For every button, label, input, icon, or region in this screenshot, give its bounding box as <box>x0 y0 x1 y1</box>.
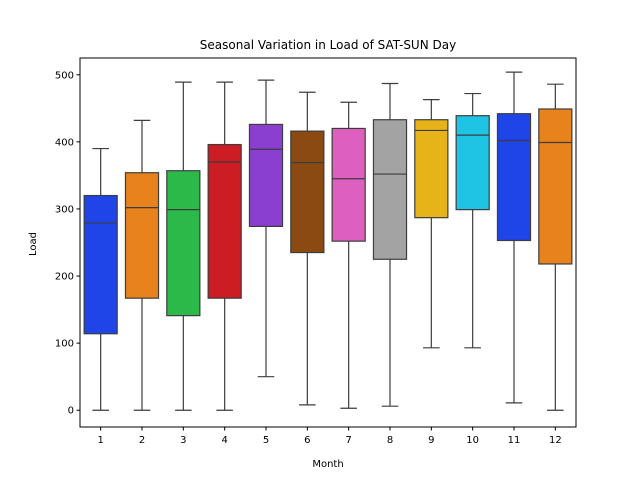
box-month-9 <box>414 119 449 219</box>
box-month-1 <box>83 194 118 335</box>
x-tick-label: 10 <box>466 435 479 446</box>
box-month-10 <box>455 115 490 211</box>
x-tick-label: 11 <box>508 435 521 446</box>
box-month-6 <box>290 130 325 254</box>
x-tick-label: 4 <box>221 435 227 446</box>
axes-frame <box>79 57 577 428</box>
y-tick-label: 500 <box>55 70 74 81</box>
y-tick-label: 300 <box>55 204 74 215</box>
y-tick-label: 0 <box>68 406 74 417</box>
x-tick-label: 7 <box>345 435 351 446</box>
x-axis-title: Month <box>312 459 343 470</box>
box-month-3 <box>166 170 201 317</box>
box-month-12 <box>538 108 573 265</box>
box-month-8 <box>372 119 408 260</box>
y-axis-title: Load <box>28 232 39 256</box>
box-month-5 <box>248 123 284 227</box>
x-tick-label: 9 <box>428 435 434 446</box>
box-month-4 <box>207 143 242 299</box>
box-month-11 <box>496 113 532 242</box>
y-tick-label: 400 <box>55 137 74 148</box>
x-tick-label: 6 <box>304 435 310 446</box>
chart-title: Seasonal Variation in Load of SAT-SUN Da… <box>200 38 456 52</box>
x-tick-label: 1 <box>97 435 103 446</box>
x-tick-label: 3 <box>180 435 186 446</box>
y-tick-label: 100 <box>55 339 74 350</box>
x-tick-label: 2 <box>139 435 145 446</box>
y-tick-label: 200 <box>55 272 74 283</box>
x-tick-label: 5 <box>263 435 269 446</box>
x-tick-label: 8 <box>387 435 393 446</box>
box-month-2 <box>124 172 160 299</box>
box-month-7 <box>331 127 366 242</box>
x-tick-label: 12 <box>549 435 562 446</box>
